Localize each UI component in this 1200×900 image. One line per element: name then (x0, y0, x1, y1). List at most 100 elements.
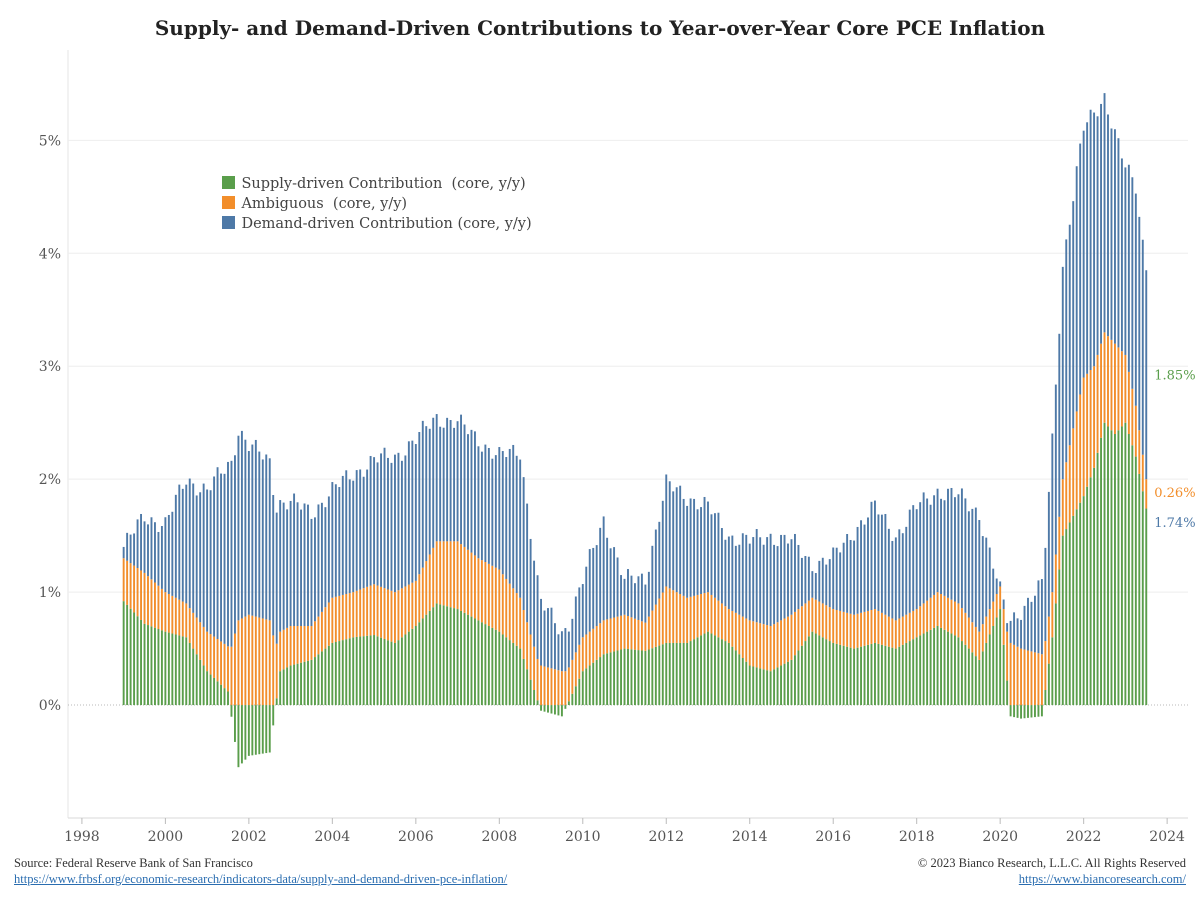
bar-demand (240, 705, 243, 764)
bar-supply (376, 462, 379, 586)
bar-supply (122, 546, 125, 559)
bar-demand (1145, 508, 1148, 706)
bar-ambiguous (842, 611, 845, 646)
bar-supply (581, 584, 584, 638)
bar-demand (748, 665, 751, 706)
bar-supply (1086, 122, 1089, 374)
bar-ambiguous (508, 583, 511, 641)
bar-supply (126, 532, 129, 561)
bar-demand (957, 637, 960, 706)
y-tick-label: 2% (39, 472, 61, 488)
bar-supply (846, 534, 849, 613)
bar-supply (275, 512, 278, 644)
legend-item-supply[interactable]: Supply-driven Contribution (core, y/y) (204, 154, 532, 192)
bar-supply (814, 573, 817, 600)
bar-supply (227, 461, 229, 647)
bar-demand (362, 636, 365, 706)
bar-ambiguous (442, 541, 445, 606)
bar-demand (289, 665, 292, 706)
bar-demand (794, 655, 796, 706)
bar-ambiguous (421, 567, 424, 619)
x-tick-label: 2018 (899, 829, 935, 845)
bar-demand (331, 642, 334, 706)
bar-demand (484, 624, 487, 706)
bar-demand (724, 641, 727, 706)
bar-demand (1138, 473, 1141, 706)
bar-supply (383, 447, 386, 589)
bar-demand (296, 663, 299, 706)
bar-supply (807, 556, 810, 601)
bar-supply (647, 571, 650, 617)
bar-ambiguous (1089, 370, 1092, 478)
site-link[interactable]: https://www.biancoresearch.com/ (1018, 872, 1186, 886)
bar-supply (1093, 112, 1096, 367)
bar-supply (703, 496, 706, 594)
bar-demand (209, 674, 212, 706)
bar-demand (863, 645, 866, 706)
bar-ambiguous (129, 563, 132, 609)
bar-demand (731, 646, 734, 706)
bar-supply (442, 427, 445, 542)
bar-ambiguous (981, 624, 984, 652)
bar-demand (178, 635, 181, 706)
bar-ambiguous (383, 588, 386, 639)
bar-demand (599, 657, 602, 706)
bar-demand (320, 651, 323, 706)
bar-demand (282, 669, 285, 706)
bar-demand (908, 641, 911, 706)
bar-ambiguous (1006, 631, 1009, 681)
bar-demand (206, 671, 209, 706)
bar-supply (974, 507, 977, 627)
bar-ambiguous (234, 633, 236, 706)
bar-ambiguous (745, 618, 748, 662)
bar-ambiguous (634, 618, 636, 650)
x-tick-label: 2002 (231, 829, 267, 845)
bar-ambiguous (181, 601, 184, 637)
bar-demand (999, 609, 1002, 706)
legend-item-demand[interactable]: Demand-driven Contribution (core, y/y) (204, 194, 532, 232)
bar-demand (157, 629, 160, 706)
bar-supply (672, 491, 675, 591)
bar-ambiguous (404, 586, 407, 635)
bar-ambiguous (1058, 516, 1061, 570)
bar-supply (1058, 333, 1061, 517)
bar-supply (602, 516, 605, 621)
bar-ambiguous (985, 616, 988, 643)
bar-demand (268, 705, 271, 753)
bar-ambiguous (519, 597, 522, 649)
bar-ambiguous (522, 610, 525, 659)
bar-demand (703, 633, 706, 706)
bar-supply (1023, 605, 1026, 650)
bar-demand (1002, 644, 1005, 706)
bar-ambiguous (675, 592, 678, 643)
bar-supply (1068, 224, 1071, 446)
bar-ambiguous (1120, 351, 1123, 427)
legend-item-ambiguous[interactable]: Ambiguous (core, y/y) (204, 174, 532, 212)
legend-label-demand: Demand-driven Contribution (core, y/y) (241, 216, 532, 232)
bar-demand (954, 635, 956, 706)
bar-supply (853, 540, 856, 615)
bar-supply (477, 446, 480, 559)
source-link[interactable]: https://www.frbsf.org/economic-research/… (14, 872, 508, 886)
legend-swatch-supply (222, 176, 236, 189)
bar-demand (404, 634, 407, 706)
bar-ambiguous (223, 643, 226, 689)
bar-ambiguous (1086, 373, 1089, 487)
bar-demand (672, 642, 675, 706)
bar-supply (345, 470, 348, 594)
bar-supply (700, 507, 702, 594)
bar-ambiguous (359, 589, 362, 637)
bar-ambiguous (693, 595, 696, 640)
bar-demand (874, 642, 876, 706)
bar-ambiguous (209, 634, 212, 675)
bar-demand (133, 612, 136, 706)
bar-demand (247, 705, 250, 756)
bar-supply (985, 537, 988, 617)
bar-ambiguous (1009, 642, 1012, 706)
bar-demand (974, 656, 977, 706)
bar-demand (279, 671, 282, 706)
bar-demand (682, 642, 685, 706)
bar-demand (585, 668, 588, 706)
bar-demand (800, 645, 803, 706)
bar-demand (317, 654, 320, 706)
